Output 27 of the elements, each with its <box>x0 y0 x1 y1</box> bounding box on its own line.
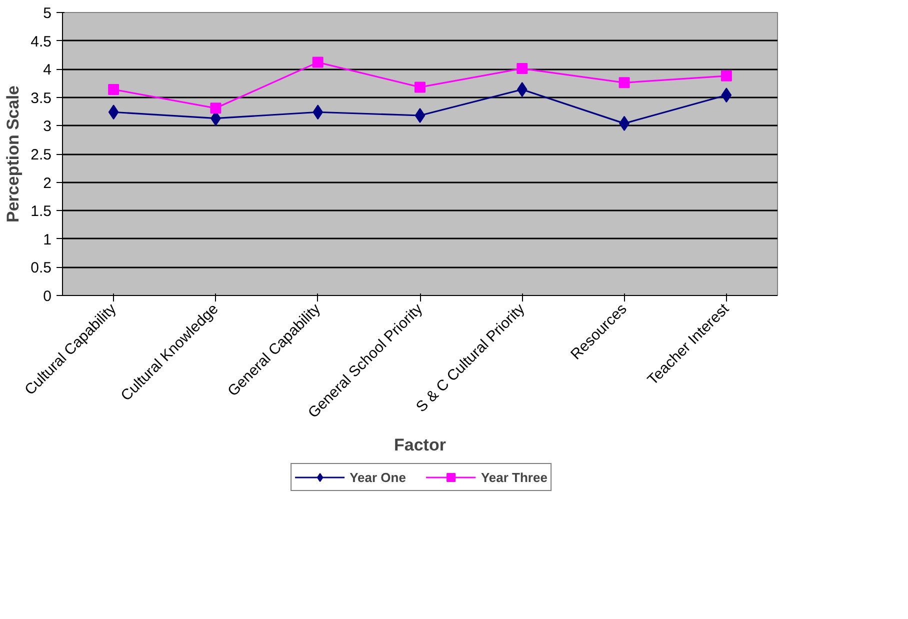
point <box>312 104 324 120</box>
point <box>516 63 528 74</box>
y-tick-label: 3.5 <box>30 90 52 107</box>
point <box>516 82 528 97</box>
point <box>414 82 426 93</box>
legend-label: Year Three <box>480 470 548 484</box>
point <box>312 56 324 68</box>
y-tick-label: 2 <box>43 174 52 192</box>
point <box>618 77 630 88</box>
legend-label: Year One <box>350 470 406 484</box>
y-tick-label: 0.5 <box>30 260 52 277</box>
point <box>210 102 222 114</box>
point <box>720 70 732 82</box>
x-axis-title: Factor <box>394 436 446 455</box>
y-tick-label: 4.5 <box>30 33 52 50</box>
y-tick-label: 4 <box>43 62 52 79</box>
y-tick-label: 5 <box>43 5 52 22</box>
y-tick-label: 1.5 <box>30 203 52 220</box>
point <box>108 84 120 95</box>
point <box>414 108 426 124</box>
y-tick-label: 1 <box>43 231 52 248</box>
y-tick-label: 3 <box>43 118 52 136</box>
y-tick-label: 2.5 <box>30 146 52 164</box>
y-axis-title: Perception Scale <box>4 85 23 222</box>
point <box>108 104 119 120</box>
y-tick-label: 0 <box>43 288 52 305</box>
point <box>721 88 732 103</box>
